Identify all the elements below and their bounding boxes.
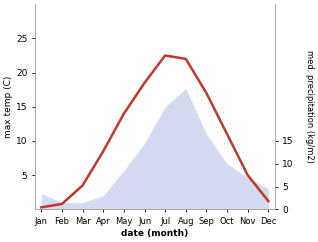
Y-axis label: med. precipitation (kg/m2): med. precipitation (kg/m2) xyxy=(305,50,314,163)
Y-axis label: max temp (C): max temp (C) xyxy=(4,76,13,138)
X-axis label: date (month): date (month) xyxy=(121,229,189,238)
